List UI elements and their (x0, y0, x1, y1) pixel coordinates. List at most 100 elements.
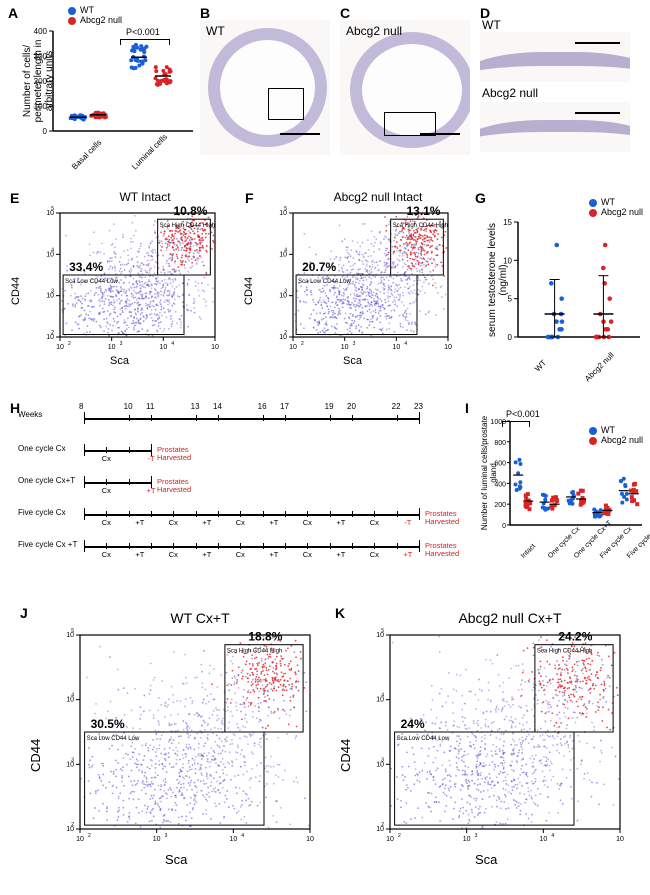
svg-text:2: 2 (71, 822, 74, 828)
panel-i: P<0.001 02004006008001000 Number of lumi… (470, 405, 645, 590)
svg-text:3: 3 (51, 289, 54, 295)
svg-text:10: 10 (306, 836, 314, 843)
label-d-null: Abcg2 null (482, 86, 538, 100)
svg-text:2: 2 (68, 341, 71, 347)
svg-text:Sca High CD44 High: Sca High CD44 High (160, 223, 215, 229)
label-b: WT (206, 24, 225, 38)
catG-1: Abcg2 null (583, 351, 616, 384)
ylabel-k: CD44 (338, 739, 353, 772)
pvalue-a: P<0.001 (126, 27, 160, 37)
svg-text:10: 10 (211, 344, 219, 351)
svg-text:4: 4 (284, 247, 287, 253)
svg-text:3: 3 (284, 289, 287, 295)
panel-h: Weeks810111314161719202223One cycle CxCx… (18, 408, 453, 583)
title-e: WT Intact (75, 190, 215, 204)
svg-text:0: 0 (502, 523, 506, 530)
svg-text:10: 10 (616, 836, 624, 843)
svg-text:24%: 24% (401, 717, 425, 731)
ylabel-a: Number of cells/ perimeter length in arb… (22, 21, 55, 141)
svg-text:10: 10 (159, 344, 167, 351)
legend-g-wt: WT (589, 197, 643, 207)
panel-k: Abcg2 null Cx+T CD44 1021021031031041041… (340, 612, 630, 877)
svg-text:5: 5 (284, 206, 287, 212)
scalebar-b (280, 133, 320, 135)
svg-text:3: 3 (475, 833, 478, 839)
legend-i: WT Abcg2 null (589, 425, 643, 445)
ylabel-f: CD44 (243, 277, 255, 305)
svg-text:2: 2 (51, 330, 54, 336)
svg-text:10: 10 (56, 344, 64, 351)
svg-text:3: 3 (353, 341, 356, 347)
svg-text:10: 10 (392, 344, 400, 351)
svg-text:10: 10 (539, 836, 547, 843)
panel-c: Abcg2 null (340, 20, 470, 155)
xlabel-k: Sca (475, 852, 497, 867)
svg-text:10: 10 (463, 836, 471, 843)
xlabel-j: Sca (165, 852, 187, 867)
panel-letter-i: I (465, 400, 469, 416)
scalebar-c (420, 133, 460, 135)
catG-0: WT (533, 358, 548, 373)
svg-text:10: 10 (444, 344, 452, 351)
figure: A WT Abcg2 null 0100200300400 Number of … (0, 0, 650, 895)
chart-g: 051015 (490, 217, 645, 347)
panel-letter-g: G (475, 190, 486, 206)
legend-wt: WT (68, 5, 122, 15)
legend-g-null: Abcg2 null (589, 207, 643, 217)
svg-text:24.2%: 24.2% (558, 630, 592, 644)
svg-text:4: 4 (404, 341, 407, 347)
xlabel-e: Sca (110, 355, 129, 367)
svg-text:Sca High CD44 High: Sca High CD44 High (227, 649, 282, 655)
svg-text:4: 4 (551, 833, 554, 839)
svg-text:20.7%: 20.7% (302, 260, 336, 274)
svg-text:3: 3 (71, 757, 74, 763)
ylabel-e: CD44 (10, 277, 22, 305)
svg-text:10: 10 (229, 836, 237, 843)
panel-a: A WT Abcg2 null 0100200300400 Number of … (8, 5, 198, 170)
svg-text:Sca High CD44 High: Sca High CD44 High (393, 223, 448, 229)
facs-plot-e: 102102103103104104105105Sca High CD44 Hi… (35, 205, 220, 355)
svg-text:18.8%: 18.8% (248, 630, 282, 644)
panel-j: WT Cx+T CD44 102102103103104104105105Sca… (30, 612, 320, 877)
facs-plot-j: 102102103103104104105105Sca High CD44 Hi… (55, 627, 315, 847)
svg-text:Sca Low CD44 Low: Sca Low CD44 Low (298, 279, 351, 285)
svg-text:5: 5 (71, 628, 74, 634)
panel-b: WT (200, 20, 330, 155)
legend-g: WT Abcg2 null (589, 197, 643, 217)
svg-text:2: 2 (284, 330, 287, 336)
svg-text:10: 10 (76, 836, 84, 843)
ylabel-g: serum testosterone levels (ng/ml) (487, 215, 509, 345)
title-j: WT Cx+T (130, 610, 270, 626)
svg-text:4: 4 (381, 693, 384, 699)
panel-letter-d: D (480, 5, 490, 21)
panel-d-wt-strip (480, 32, 630, 82)
panel-d: WT Abcg2 null (480, 20, 640, 160)
legend-a: WT Abcg2 null (68, 5, 122, 25)
svg-text:10: 10 (108, 344, 116, 351)
bracket-a (120, 39, 170, 40)
svg-text:Sca Low CD44 Low: Sca Low CD44 Low (397, 736, 450, 742)
ylabel-j: CD44 (28, 739, 43, 772)
title-f: Abcg2 null Intact (298, 190, 458, 204)
svg-text:5: 5 (51, 206, 54, 212)
svg-text:2: 2 (88, 833, 91, 839)
svg-text:3: 3 (165, 833, 168, 839)
panel-letter-k: K (335, 605, 345, 621)
panel-letter-a: A (8, 5, 18, 21)
panel-letter-c: C (340, 5, 350, 21)
svg-text:Sca Low CD44 Low: Sca Low CD44 Low (87, 736, 140, 742)
svg-text:10: 10 (386, 836, 394, 843)
svg-text:30.5%: 30.5% (91, 717, 125, 731)
facs-plot-k: 102102103103104104105105Sca High CD44 Hi… (365, 627, 625, 847)
svg-text:10: 10 (289, 344, 297, 351)
svg-text:4: 4 (71, 693, 74, 699)
panel-e: WT Intact CD44 102102103103104104105105S… (15, 195, 230, 375)
svg-text:4: 4 (241, 833, 244, 839)
svg-text:3: 3 (381, 757, 384, 763)
svg-text:Sca High CD44 High: Sca High CD44 High (537, 649, 592, 655)
panel-letter-e: E (10, 190, 19, 206)
svg-text:13.1%: 13.1% (406, 205, 440, 218)
svg-text:3: 3 (120, 341, 123, 347)
panel-letter-f: F (245, 190, 254, 206)
svg-text:33.4%: 33.4% (69, 260, 103, 274)
